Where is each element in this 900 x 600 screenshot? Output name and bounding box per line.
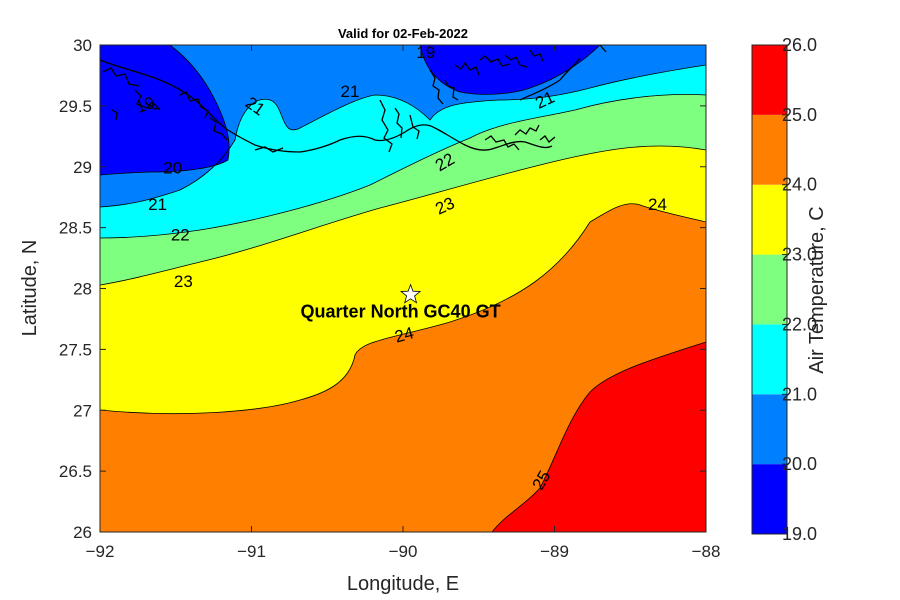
station-star-icon bbox=[400, 283, 422, 304]
contour-label: 24 bbox=[648, 195, 667, 214]
band-19-20-ne bbox=[420, 45, 600, 95]
chart-title: Valid for 02-Feb-2022 bbox=[338, 26, 468, 41]
x-tick-label: −89 bbox=[540, 542, 569, 561]
x-tick-label: −92 bbox=[86, 542, 115, 561]
colorbar-segment bbox=[752, 464, 787, 534]
colorbar-segment bbox=[752, 324, 787, 395]
colorbar-tick-label: 26.0 bbox=[782, 35, 817, 55]
contour-label: 23 bbox=[174, 272, 193, 291]
y-axis: 26 26.5 27 27.5 28 28.5 29 29.5 30 bbox=[59, 36, 706, 542]
y-tick-label: 29 bbox=[73, 158, 92, 177]
colorbar-tick-label: 23.0 bbox=[782, 245, 817, 265]
colorbar: 19.0 20.0 21.0 22.0 23.0 24.0 25.0 26.0 bbox=[751, 35, 817, 544]
colorbar-tick-label: 24.0 bbox=[782, 175, 817, 195]
colorbar-segment bbox=[752, 114, 787, 185]
colorbar-segment bbox=[752, 45, 787, 115]
plot-area bbox=[100, 45, 706, 532]
band-24-25 bbox=[100, 203, 706, 532]
colorbar-tick-label: 25.0 bbox=[782, 105, 817, 125]
contour-label: 21 bbox=[148, 195, 167, 214]
y-tick-label: 28.5 bbox=[59, 219, 92, 238]
x-tick-label: −90 bbox=[389, 542, 418, 561]
y-tick-label: 28 bbox=[73, 280, 92, 299]
coastline bbox=[100, 45, 607, 153]
colorbar-segment bbox=[752, 254, 787, 325]
contour-label: 24 bbox=[393, 323, 416, 346]
contour-label: 22 bbox=[171, 226, 190, 245]
colorbar-segment bbox=[752, 394, 787, 465]
band-20-21 bbox=[100, 45, 706, 207]
colorbar-segment bbox=[752, 184, 787, 255]
band-19-20 bbox=[100, 45, 230, 175]
band-25-26 bbox=[492, 342, 706, 532]
contour-label: 21 bbox=[341, 82, 360, 101]
y-tick-label: 26 bbox=[73, 523, 92, 542]
contour-label: 19 bbox=[416, 43, 435, 62]
y-tick-label: 27 bbox=[73, 401, 92, 420]
x-axis: −92 −91 −90 −89 −88 bbox=[86, 45, 721, 561]
colorbar-tick-label: 22.0 bbox=[782, 314, 817, 334]
x-axis-label: Longitude, E bbox=[347, 573, 459, 595]
colorbar-tick-label: 19.0 bbox=[782, 524, 817, 544]
y-axis-label: Latitude, N bbox=[19, 240, 41, 337]
colorbar-label: Air Temperature, C bbox=[806, 206, 828, 373]
colorbar-tick-label: 21.0 bbox=[782, 384, 817, 404]
y-tick-label: 27.5 bbox=[59, 340, 92, 359]
contour-label: 20 bbox=[163, 159, 182, 178]
x-tick-label: −88 bbox=[692, 542, 721, 561]
y-tick-label: 30 bbox=[73, 36, 92, 55]
station-marker-layer: Quarter North GC40 GT bbox=[301, 283, 501, 322]
x-tick-label: −91 bbox=[237, 542, 266, 561]
colorbar-frame bbox=[751, 44, 788, 535]
colorbar-tick-label: 20.0 bbox=[782, 454, 817, 474]
y-tick-label: 26.5 bbox=[59, 462, 92, 481]
y-tick-label: 29.5 bbox=[59, 97, 92, 116]
station-label: Quarter North GC40 GT bbox=[301, 302, 501, 322]
